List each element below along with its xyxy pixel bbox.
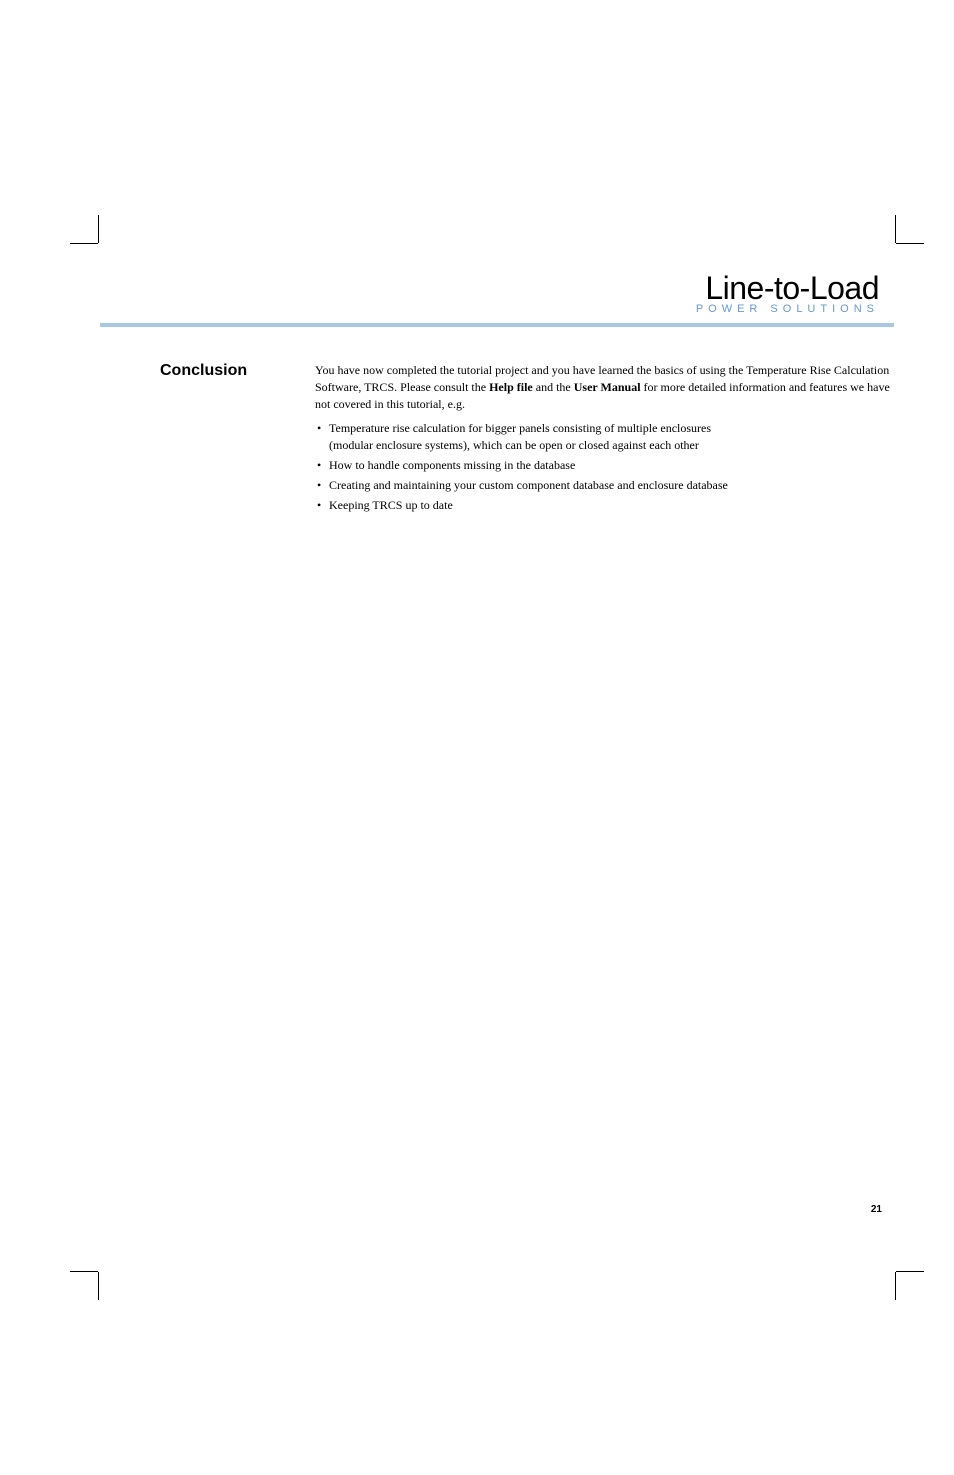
- logo: Line-to-Load POWER SOLUTIONS: [100, 270, 894, 315]
- bullet-text: Creating and maintaining your custom com…: [329, 477, 894, 494]
- bullet-text: (modular enclosure systems), which can b…: [329, 437, 894, 454]
- intro-bold-text: Help file: [489, 380, 533, 394]
- crop-mark: [895, 1272, 896, 1300]
- intro-text-part: and the: [533, 380, 574, 394]
- bullet-text: How to handle components missing in the …: [329, 457, 894, 474]
- logo-sub-text: POWER SOLUTIONS: [100, 303, 879, 315]
- crop-mark: [895, 215, 896, 243]
- list-item: Temperature rise calculation for bigger …: [315, 420, 894, 454]
- crop-mark: [896, 1271, 924, 1272]
- logo-main-text: Line-to-Load: [100, 270, 879, 307]
- crop-mark: [70, 243, 98, 244]
- crop-mark: [70, 1271, 98, 1272]
- intro-paragraph: You have now completed the tutorial proj…: [315, 362, 894, 412]
- section-body: You have now completed the tutorial proj…: [315, 362, 894, 516]
- page-header: Line-to-Load POWER SOLUTIONS: [100, 270, 894, 327]
- section-label: Conclusion: [160, 362, 285, 516]
- bullet-text: Temperature rise calculation for bigger …: [329, 420, 894, 437]
- intro-bold-text: User Manual: [574, 380, 641, 394]
- crop-mark: [98, 1272, 99, 1300]
- list-item: Keeping TRCS up to date: [315, 497, 894, 514]
- list-item: Creating and maintaining your custom com…: [315, 477, 894, 494]
- bullet-text: Keeping TRCS up to date: [329, 497, 894, 514]
- crop-mark: [896, 243, 924, 244]
- list-item: How to handle components missing in the …: [315, 457, 894, 474]
- bullet-list: Temperature rise calculation for bigger …: [315, 420, 894, 513]
- crop-mark: [98, 215, 99, 243]
- header-rule: [100, 323, 894, 327]
- page-number: 21: [871, 1204, 882, 1215]
- main-content: Conclusion You have now completed the tu…: [160, 362, 894, 516]
